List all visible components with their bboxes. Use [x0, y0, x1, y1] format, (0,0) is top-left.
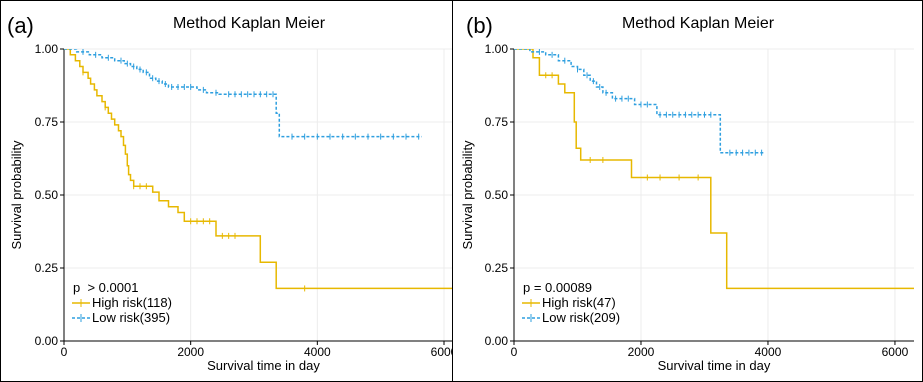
- chart-title: Method Kaplan Meier: [173, 15, 326, 32]
- legend-label: High risk(47): [542, 295, 616, 310]
- x-tick-label: 6000: [882, 345, 909, 359]
- legend-label: High risk(118): [92, 295, 172, 310]
- x-tick-label: 0: [61, 345, 68, 359]
- y-tick-label: 1.00: [485, 42, 509, 56]
- series-high-risk: [514, 49, 914, 290]
- x-axis-label: Survival time in day: [207, 358, 320, 373]
- y-tick-label: 0.25: [35, 261, 59, 275]
- series-high-risk: [64, 49, 452, 292]
- series-low-risk: [514, 49, 765, 156]
- y-tick-label: 0.50: [35, 188, 59, 202]
- x-axis-label: Survival time in day: [658, 358, 771, 373]
- y-tick-label: 0.00: [35, 334, 59, 348]
- legend-label: Low risk(209): [542, 310, 620, 325]
- p-value-annotation: p > 0.0001: [73, 280, 138, 295]
- panel-letter: (b): [466, 13, 493, 38]
- x-tick-label: 6000: [431, 345, 452, 359]
- chart-title: Method Kaplan Meier: [622, 15, 775, 32]
- survival-curve: [64, 49, 452, 290]
- x-tick-label: 2000: [177, 345, 204, 359]
- y-tick-label: 0.75: [485, 115, 509, 129]
- y-tick-label: 0.50: [485, 188, 509, 202]
- y-axis-label: Survival probability: [460, 140, 475, 250]
- survival-curve: [514, 49, 914, 290]
- y-tick-label: 0.25: [485, 261, 509, 275]
- survival-curve: [64, 49, 422, 138]
- x-tick-label: 0: [511, 345, 518, 359]
- y-axis-label: Survival probability: [9, 140, 24, 250]
- survival-curve: [514, 49, 765, 154]
- panel-letter: (a): [7, 13, 34, 38]
- x-tick-label: 4000: [755, 345, 782, 359]
- panel-divider: [452, 1, 453, 381]
- x-tick-label: 2000: [628, 345, 655, 359]
- series-low-risk: [64, 49, 422, 140]
- legend-label: Low risk(395): [92, 310, 170, 325]
- y-tick-label: 0.75: [35, 115, 59, 129]
- km-panel-b: (b) Method Kaplan Meier 0.00 0.25 0.50 0.75 1.…: [460, 13, 914, 373]
- y-tick-label: 0.00: [485, 334, 509, 348]
- km-panel-a: (a) Method Kaplan Meier 0.00 0.25 0.50 0.75 1.…: [7, 13, 452, 373]
- p-value-annotation: p = 0.00089: [523, 280, 592, 295]
- x-tick-label: 4000: [304, 345, 331, 359]
- y-tick-label: 1.00: [35, 42, 59, 56]
